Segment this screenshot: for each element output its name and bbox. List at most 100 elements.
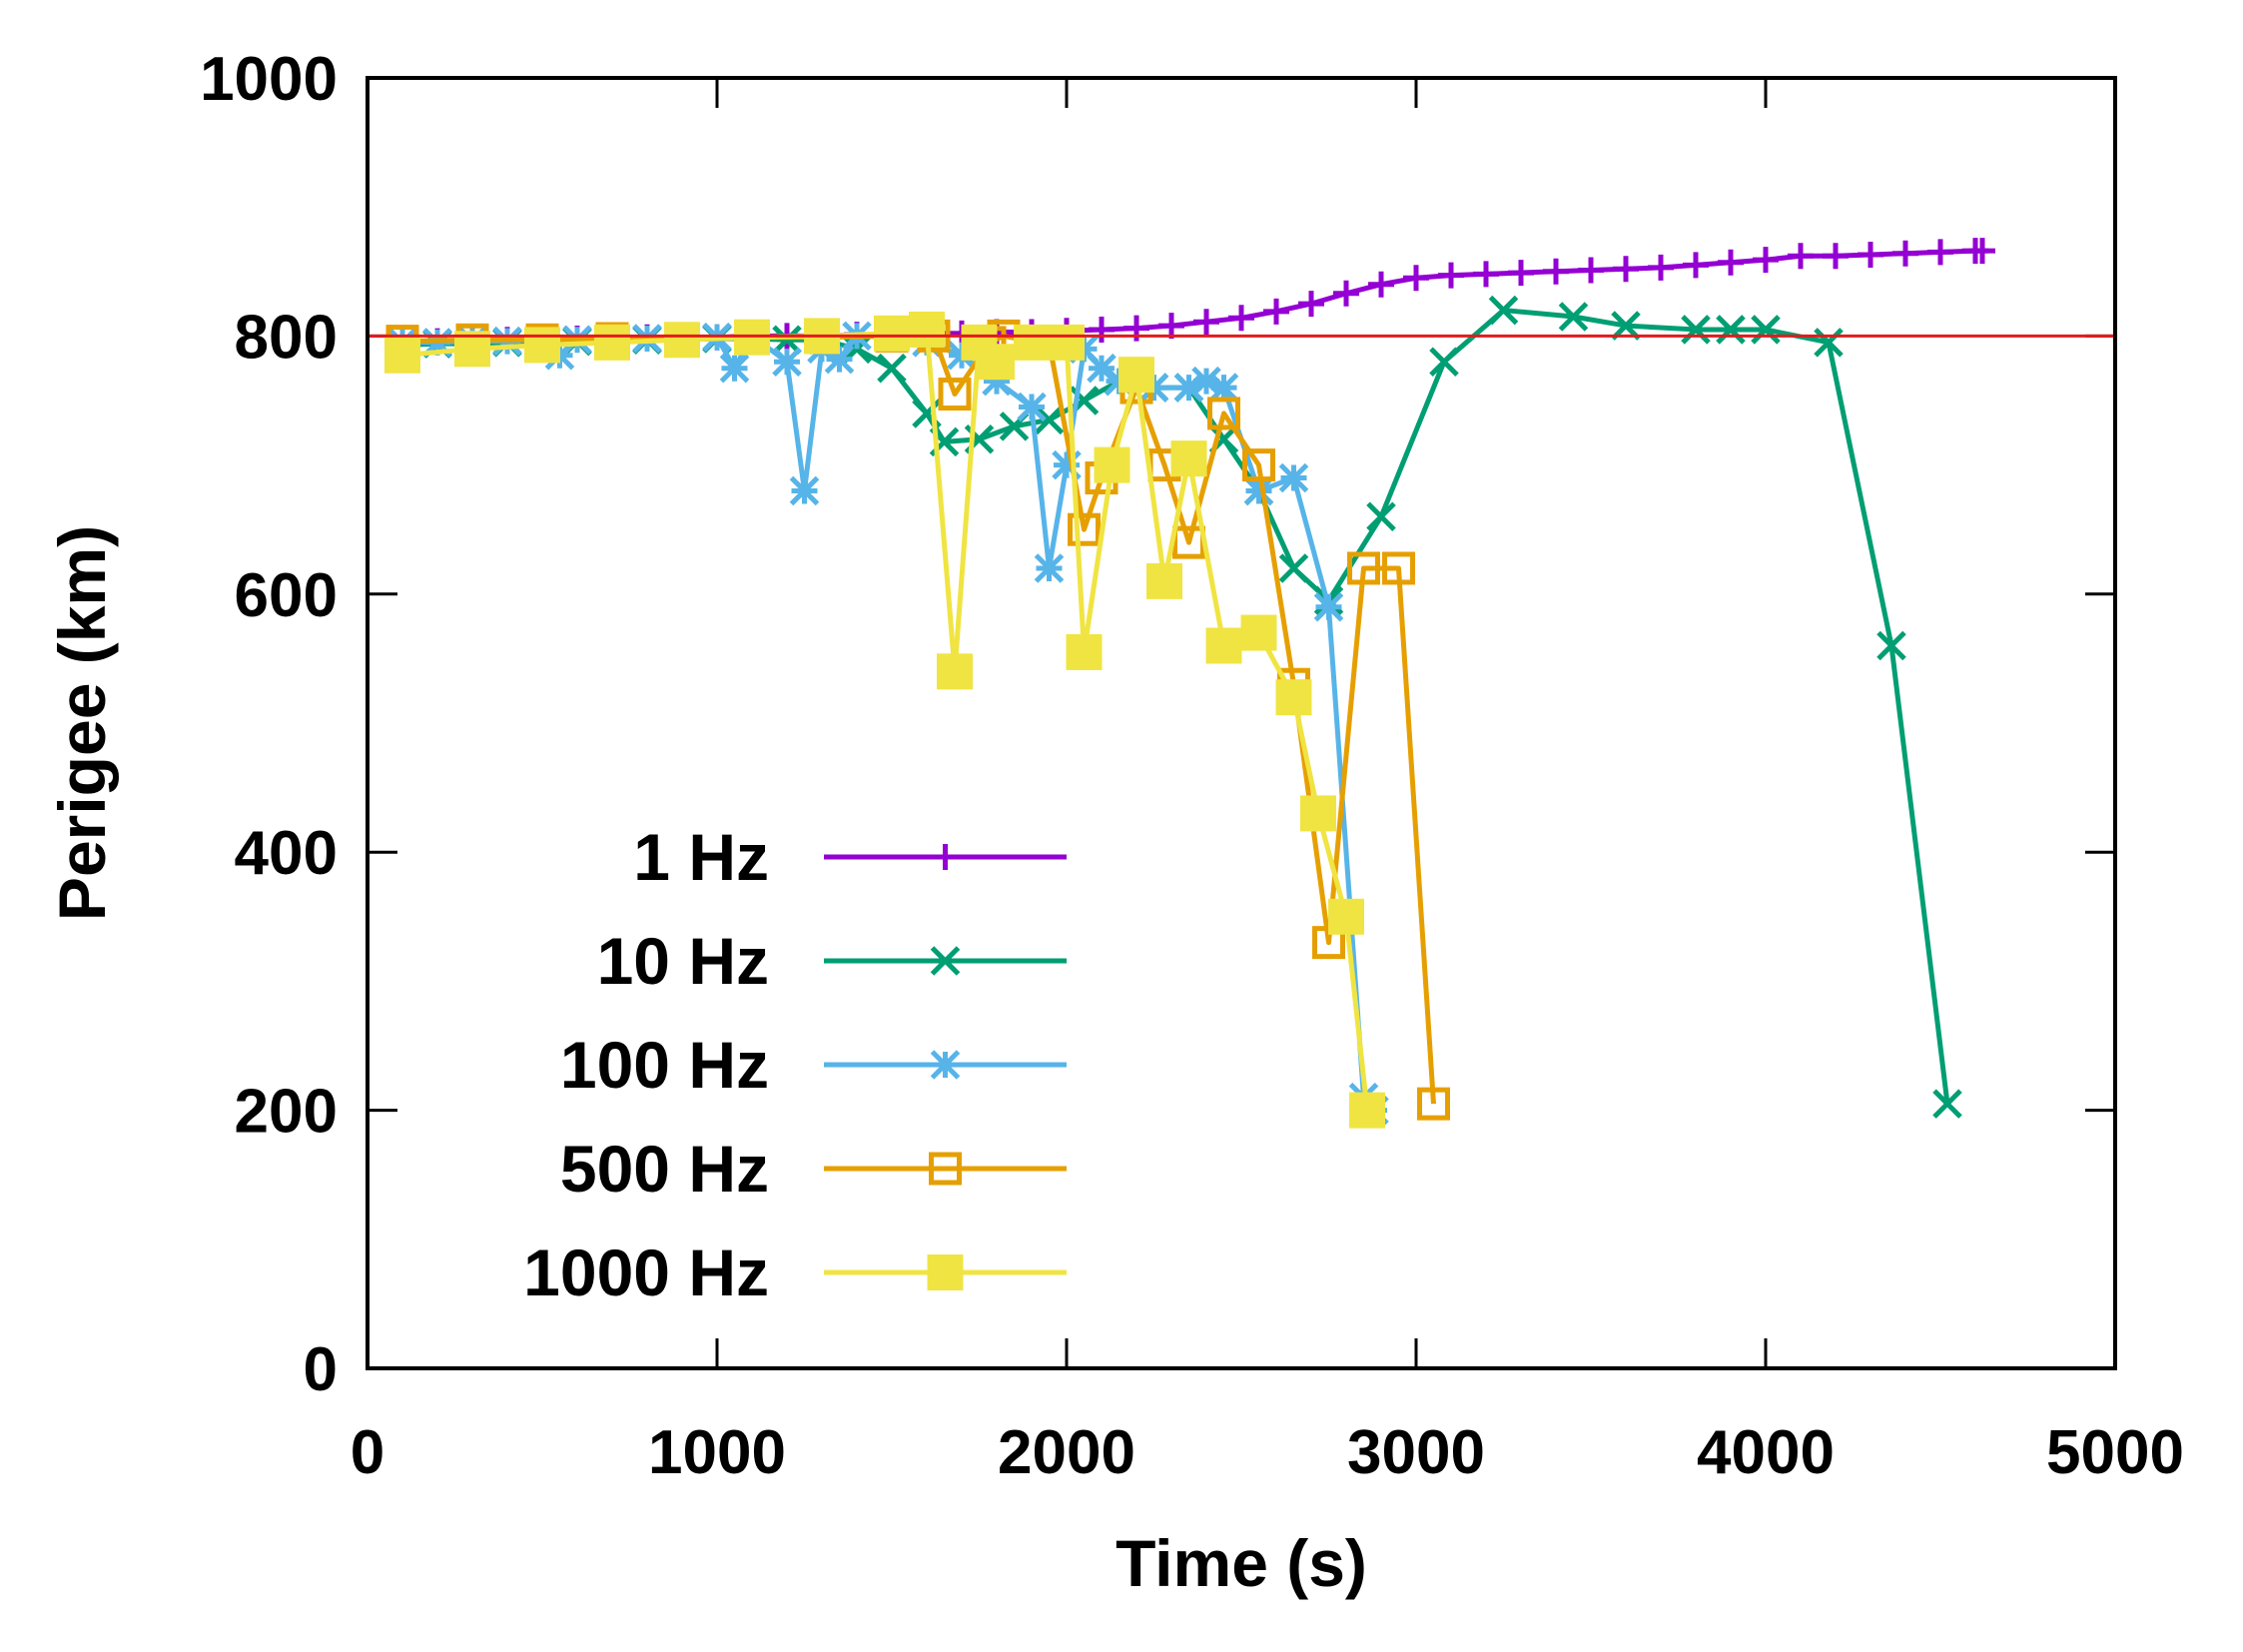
legend-label-0: 1 Hz bbox=[633, 820, 769, 894]
series-0-point-39 bbox=[1753, 247, 1779, 274]
series-1-point-38 bbox=[1932, 1089, 1962, 1119]
series-4-point-23 bbox=[1328, 898, 1364, 935]
series-0-point-31 bbox=[1473, 261, 1499, 288]
series-1-point-31 bbox=[1558, 302, 1589, 332]
series-0-point-30 bbox=[1438, 262, 1464, 289]
tick-labels: 0 1000 2000 3000 4000 5000 0 200 400 600 800 1000 bbox=[200, 45, 2184, 1487]
series-4-point-18 bbox=[1170, 440, 1207, 477]
series-2-point-21 bbox=[982, 366, 1012, 397]
series-0-point-40 bbox=[1788, 243, 1814, 270]
series-2-point-13 bbox=[772, 347, 802, 378]
legend-label-2: 100 Hz bbox=[560, 1028, 769, 1102]
series-0-point-35 bbox=[1613, 256, 1639, 283]
series-4-point-2 bbox=[524, 327, 560, 364]
series-4-point-7 bbox=[874, 315, 910, 352]
y-axis-label: Perigee (km) bbox=[45, 525, 119, 921]
series-4-point-17 bbox=[1146, 562, 1182, 599]
legend-marker-4 bbox=[927, 1254, 964, 1290]
series-0-point-37 bbox=[1683, 252, 1709, 279]
series-2-point-34 bbox=[1313, 591, 1344, 622]
x-tick-label-3: 3000 bbox=[1347, 1418, 1485, 1487]
series-1-point-33 bbox=[1681, 315, 1711, 345]
series-2-point-26 bbox=[1087, 353, 1117, 384]
series-4-point-16 bbox=[1119, 357, 1154, 394]
x-tick-label-5: 5000 bbox=[2046, 1418, 2184, 1487]
series-4-point-0 bbox=[384, 337, 420, 374]
series-0-point-20 bbox=[1089, 316, 1115, 343]
series-0-point-22 bbox=[1158, 313, 1184, 340]
legend-marker-0 bbox=[932, 844, 959, 870]
series-4-point-4 bbox=[664, 322, 700, 359]
series-1-point-19 bbox=[1034, 405, 1065, 435]
series-3-point-25 bbox=[1417, 1087, 1450, 1121]
series-4-point-15 bbox=[1094, 446, 1130, 483]
series-0-point-32 bbox=[1508, 260, 1534, 287]
series-0-point-27 bbox=[1333, 280, 1359, 307]
legend-label-4: 1000 Hz bbox=[523, 1236, 769, 1309]
x-tick-label-4: 4000 bbox=[1697, 1418, 1835, 1487]
series-1-point-26 bbox=[1278, 553, 1309, 583]
legend-label-1: 10 Hz bbox=[597, 924, 769, 998]
series-0-point-36 bbox=[1648, 254, 1674, 281]
series-2-point-32 bbox=[1243, 475, 1274, 506]
series-1-point-34 bbox=[1716, 315, 1746, 345]
y-tick-label-2: 400 bbox=[235, 819, 338, 888]
series-1-point-28 bbox=[1366, 501, 1396, 532]
x-tick-label-0: 0 bbox=[351, 1418, 384, 1487]
series-1-point-11 bbox=[772, 325, 802, 356]
series-3-point-9 bbox=[938, 378, 972, 412]
series-2-point-22 bbox=[1017, 392, 1047, 422]
series-1-point-36 bbox=[1814, 328, 1844, 358]
series-3-point-14 bbox=[1068, 512, 1101, 546]
series-2-point-23 bbox=[1034, 553, 1065, 583]
series-0-point-28 bbox=[1368, 271, 1394, 298]
legend: 1 Hz 10 Hz 100 Hz 500 Hz 1000 Hz bbox=[523, 820, 1067, 1309]
series-0-point-41 bbox=[1823, 243, 1849, 270]
series-0-point-38 bbox=[1718, 249, 1744, 276]
series-0-point-26 bbox=[1298, 291, 1324, 318]
series-3-point-20 bbox=[1242, 448, 1275, 482]
series-0-point-42 bbox=[1858, 242, 1883, 269]
series-1-point-35 bbox=[1751, 315, 1781, 345]
series-4-point-22 bbox=[1300, 795, 1336, 832]
series-2-point-33 bbox=[1278, 462, 1309, 493]
series-1-point-37 bbox=[1876, 630, 1906, 661]
series-1-point-32 bbox=[1611, 311, 1641, 341]
series-4-point-3 bbox=[594, 324, 630, 361]
series-2-point-31 bbox=[1208, 373, 1239, 403]
series-3-point-19 bbox=[1207, 397, 1240, 430]
series-0-point-44 bbox=[1927, 239, 1953, 266]
series-2-point-16 bbox=[824, 344, 855, 375]
series-4-point-9 bbox=[937, 653, 973, 690]
series-0-point-23 bbox=[1193, 309, 1219, 336]
y-tick-label-0: 0 bbox=[304, 1335, 338, 1404]
series-0-point-24 bbox=[1228, 305, 1254, 332]
series-3-point-24 bbox=[1382, 551, 1415, 585]
series-0-point-43 bbox=[1892, 240, 1918, 267]
series-4-point-24 bbox=[1349, 1092, 1385, 1129]
series-2-point-11 bbox=[719, 353, 750, 384]
legend-marker-3 bbox=[929, 1152, 962, 1186]
x-axis-label: Time (s) bbox=[1116, 1526, 1367, 1600]
legend-marker-1 bbox=[930, 946, 961, 976]
x-tick-label-1: 1000 bbox=[648, 1418, 786, 1487]
y-tick-label-4: 800 bbox=[235, 303, 338, 372]
series-1-point-14 bbox=[877, 353, 907, 384]
legend-marker-2 bbox=[930, 1050, 961, 1080]
series-4-point-11 bbox=[979, 344, 1015, 381]
series-4-point-21 bbox=[1275, 679, 1312, 716]
y-tick-label-3: 600 bbox=[235, 561, 338, 630]
series-4-point-12 bbox=[1014, 324, 1050, 361]
y-tick-label-5: 1000 bbox=[200, 45, 338, 114]
plot-frame bbox=[366, 76, 2117, 1370]
series-4-point-8 bbox=[909, 311, 945, 348]
series-4-point-14 bbox=[1066, 633, 1103, 670]
series-1000-hz bbox=[384, 311, 1385, 1129]
series-0-point-33 bbox=[1543, 258, 1569, 285]
series-0-point-25 bbox=[1263, 298, 1289, 325]
series-1-point-30 bbox=[1488, 295, 1519, 326]
series-3-point-23 bbox=[1347, 551, 1380, 585]
series-2-point-29 bbox=[1173, 373, 1204, 403]
